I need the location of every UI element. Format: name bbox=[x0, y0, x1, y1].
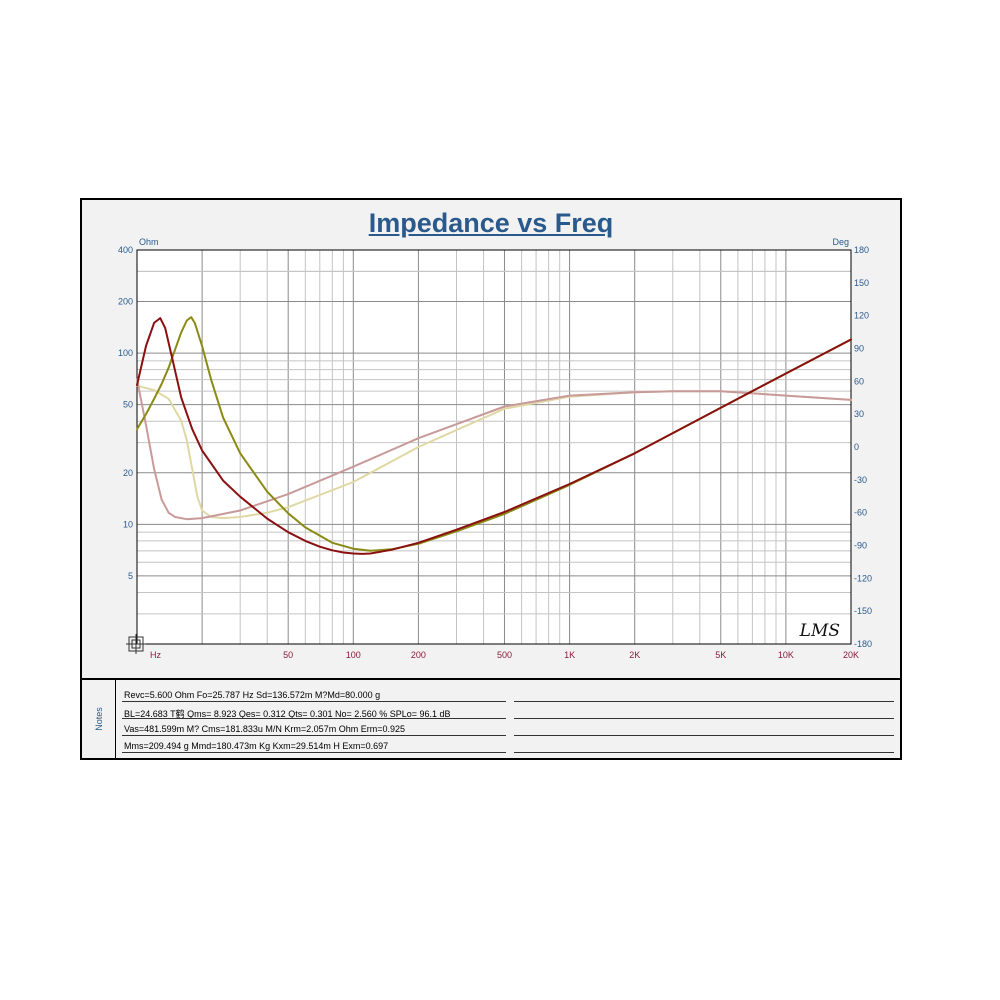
y-left-tick-label: 50 bbox=[123, 400, 133, 410]
plot-border bbox=[136, 249, 852, 645]
y-right-tick-label: -60 bbox=[854, 508, 867, 518]
series-line bbox=[136, 317, 852, 555]
y-left-tick-label: 200 bbox=[118, 297, 133, 307]
y-left-unit: Ohm bbox=[139, 237, 159, 247]
x-tick-label: 200 bbox=[411, 650, 426, 660]
x-tick-label: 20K bbox=[843, 650, 859, 660]
y-right-tick-label: 90 bbox=[854, 344, 864, 354]
y-right-tick-label: 180 bbox=[854, 245, 869, 255]
y-right-tick-label: -30 bbox=[854, 475, 867, 485]
y-left-tick-label: 20 bbox=[123, 468, 133, 478]
impedance-chart: 50 100 200 500 1K 2K 5K 10K 20K 400 200 100 50 20 10 5 1… bbox=[118, 237, 872, 660]
x-tick-label: 100 bbox=[346, 650, 361, 660]
y-left-tick-label: 100 bbox=[118, 348, 133, 358]
x-tick-label: 1K bbox=[564, 650, 575, 660]
note-rule bbox=[122, 701, 506, 702]
note-rule bbox=[514, 718, 894, 719]
note-line-3: Vas=481.599m M? Cms=181.833u M/N Krm=2.0… bbox=[124, 724, 405, 734]
x-unit: Hz bbox=[150, 650, 161, 660]
y-left-tick-label: 5 bbox=[128, 571, 133, 581]
y-right-tick-label: -90 bbox=[854, 541, 867, 551]
x-tick-label: 10K bbox=[778, 650, 794, 660]
note-rule bbox=[514, 701, 894, 702]
y-right-tick-label: 150 bbox=[854, 278, 869, 288]
note-rule bbox=[122, 735, 506, 736]
y-right-tick-label: -180 bbox=[854, 639, 872, 649]
note-rule bbox=[122, 718, 506, 719]
y-right-unit: Deg bbox=[832, 237, 849, 247]
y-right-tick-label: 0 bbox=[854, 442, 859, 452]
series-layer bbox=[136, 316, 852, 555]
note-line-4: Mms=209.494 g Mmd=180.473m Kg Kxm=29.514… bbox=[124, 741, 389, 751]
lms-logo: LMS bbox=[799, 621, 840, 641]
y-right-tick-label: 120 bbox=[854, 311, 869, 321]
cursor-icon[interactable] bbox=[126, 634, 146, 654]
y-right-tick-label: 30 bbox=[854, 409, 864, 419]
note-line-2: BL=24.683 T鹤 Qms= 8.923 Qes= 0.312 Qts= … bbox=[124, 709, 451, 719]
tick-labels: 50 100 200 500 1K 2K 5K 10K 20K 400 200 100 50 20 10 5 1… bbox=[118, 245, 872, 660]
notes-label: Notes bbox=[82, 680, 116, 758]
y-left-tick-label: 400 bbox=[118, 245, 133, 255]
note-line-1: Revc=5.600 Ohm Fo=25.787 Hz Sd=136.572m … bbox=[124, 690, 381, 700]
note-rule bbox=[514, 752, 894, 753]
note-rule bbox=[514, 735, 894, 736]
series-line bbox=[136, 378, 852, 521]
x-tick-label: 5K bbox=[715, 650, 726, 660]
x-tick-label: 500 bbox=[497, 650, 512, 660]
series-line bbox=[136, 316, 852, 552]
chart-title: Impedance vs Freq bbox=[368, 208, 614, 238]
y-right-tick-label: -150 bbox=[854, 606, 872, 616]
plot-background bbox=[137, 250, 851, 644]
y-right-tick-label: 60 bbox=[854, 376, 864, 386]
x-tick-label: 2K bbox=[629, 650, 640, 660]
note-rule bbox=[122, 752, 506, 753]
y-right-tick-label: -120 bbox=[854, 573, 872, 583]
y-left-tick-label: 10 bbox=[123, 519, 133, 529]
x-tick-label: 50 bbox=[283, 650, 293, 660]
notes-panel: Notes Revc=5.600 Ohm Fo=25.787 Hz Sd=136… bbox=[82, 678, 900, 758]
chart-frame: Impedance vs Freq 50 100 200 500 1K 2K 5K 10K 20… bbox=[80, 198, 902, 760]
